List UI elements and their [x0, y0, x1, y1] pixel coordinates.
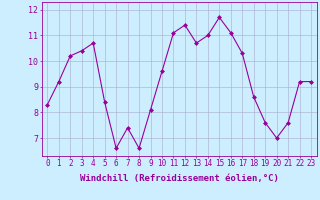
- X-axis label: Windchill (Refroidissement éolien,°C): Windchill (Refroidissement éolien,°C): [80, 174, 279, 183]
